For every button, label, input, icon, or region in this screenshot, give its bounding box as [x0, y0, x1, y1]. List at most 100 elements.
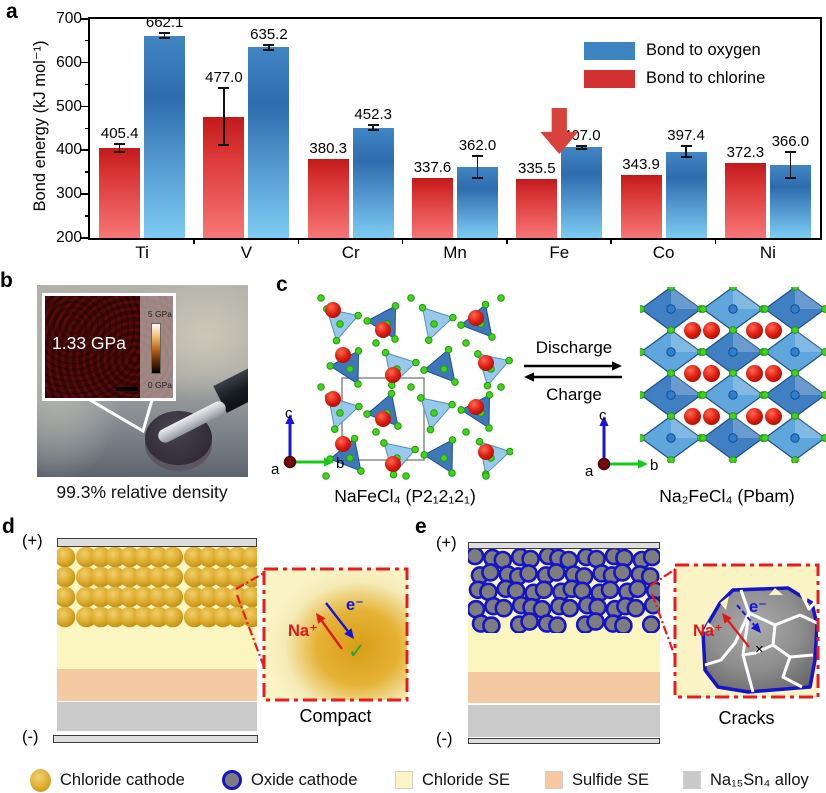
x-tick — [714, 238, 717, 244]
oxide-cathode-particles — [468, 549, 660, 633]
modulus-value: 1.33 GPa — [52, 333, 126, 353]
y-tick — [81, 149, 90, 151]
current-collector-bottom-e — [468, 738, 660, 744]
bar-Bond-to-oxygen — [144, 35, 186, 238]
bar-chart: 200 300 400 500 600 700 Ti 405.4 662.1 V 477.0 635.… — [56, 10, 822, 262]
compact-caption: Compact — [299, 706, 372, 726]
x-tick — [193, 238, 195, 244]
compact-particle-inset: Na⁺ e⁻ ✓ — [264, 569, 407, 700]
positive-electrode-label-d: (+) — [22, 532, 43, 550]
bar-Bond-to-chlorine — [307, 159, 349, 238]
error-cap — [114, 142, 126, 145]
category-label: Cr — [341, 243, 360, 262]
callout-lines-e — [649, 567, 679, 663]
negative-electrode-label-d: (-) — [22, 728, 39, 746]
modulus-map-inset: 1.33 GPa 5 GPa 0 GPa — [42, 293, 176, 401]
legend-item-label: Na₁₅Sn₄ alloy — [710, 770, 809, 789]
charge-label: Charge — [546, 385, 602, 404]
discharge-label: Discharge — [535, 338, 613, 357]
pellet-photo: 1.33 GPa 5 GPa 0 GPa — [37, 285, 248, 477]
alloy-layer-d — [57, 702, 257, 731]
error-cap — [576, 144, 588, 147]
cracked-particle-inset: Na⁺ e⁻ × — [675, 565, 818, 697]
bar-value-label: 397.4 — [667, 127, 705, 145]
bar-value-label: 335.5 — [518, 159, 556, 177]
bar-value-label: 452.3 — [354, 106, 392, 124]
bar-Bond-to-oxygen — [248, 47, 290, 238]
panel-label-e: e — [415, 515, 427, 538]
legend-item-label: Chloride cathode — [60, 770, 185, 789]
bar-value-label: 366.0 — [771, 133, 810, 151]
transport-arrows-d — [316, 602, 354, 650]
error-bar — [476, 155, 479, 179]
sulfide-se-swatch — [545, 771, 563, 789]
axis-label-a: a — [271, 461, 280, 478]
chlorine-swatch — [584, 69, 635, 88]
bar-Bond-to-chlorine — [724, 162, 766, 238]
axis-indicator-left: c b a — [271, 405, 344, 478]
oxide-cathode-swatch — [222, 770, 242, 790]
panel-label-c: c — [276, 273, 288, 296]
negative-electrode-label-e: (-) — [436, 730, 453, 748]
bar-value-label: 372.3 — [726, 143, 765, 161]
error-cap — [472, 154, 483, 157]
legend-item-chloride-se: Chloride SE — [395, 767, 510, 793]
positive-electrode-label-e: (+) — [436, 534, 457, 552]
y-tick-label: 700 — [56, 10, 82, 27]
error-cap — [159, 32, 171, 35]
axis-label-c: c — [285, 405, 293, 422]
cross-mark: × — [755, 641, 764, 658]
error-cap — [680, 155, 692, 158]
legend-label: Bond to oxygen — [646, 41, 761, 59]
error-cap — [218, 87, 230, 90]
y-minor-tick — [85, 83, 90, 86]
bar-value-label: 337.6 — [413, 158, 452, 176]
legend-item-oxide-cathode: Oxide cathode — [222, 767, 357, 793]
error-bar — [789, 152, 792, 179]
current-collector-top-d — [57, 538, 257, 547]
panel-label-a: a — [6, 0, 18, 23]
na2fecl4-structure — [640, 287, 826, 463]
category-label: Ti — [135, 243, 149, 262]
bar-value-label: 343.9 — [622, 155, 660, 173]
legend-label: Bond to chlorine — [646, 69, 766, 87]
sodium-ion-label-e: Na⁺ — [693, 622, 723, 640]
error-bar — [268, 45, 270, 50]
bar-Bond-to-oxygen — [352, 127, 394, 238]
bar-Bond-to-chlorine — [99, 148, 141, 238]
error-bar — [118, 143, 121, 153]
callout-lines-d — [235, 572, 266, 668]
axis-label-b: b — [650, 457, 658, 474]
error-bar — [580, 145, 583, 150]
error-cap — [114, 151, 126, 154]
right-structure-label: Na₂FeCl₄ (Pbam) — [659, 486, 795, 506]
bar-Bond-to-chlorine — [620, 174, 662, 238]
y-tick — [81, 61, 90, 64]
sodium-ion-label-d: Na⁺ — [288, 622, 318, 640]
electron-label-d: e⁻ — [346, 596, 364, 614]
chloride-se-swatch — [395, 771, 413, 789]
y-tick-label: 400 — [56, 141, 82, 159]
error-cap — [680, 145, 692, 148]
bar-value-label: 407.0 — [563, 126, 601, 144]
y-minor-tick — [85, 171, 90, 173]
chloride-cathode-particles — [57, 547, 257, 628]
y-tick — [81, 193, 90, 195]
legend-item-sulfide-se: Sulfide SE — [545, 767, 649, 793]
y-tick — [81, 237, 90, 239]
category-label: Fe — [549, 243, 570, 262]
y-tick-label: 600 — [56, 53, 82, 71]
error-cap — [784, 151, 796, 154]
x-tick — [401, 238, 404, 244]
electron-label-e: e⁻ — [749, 598, 767, 616]
axis-label-a: a — [585, 463, 594, 480]
cracks-caption: Cracks — [718, 708, 775, 728]
oxygen-swatch — [584, 41, 635, 60]
bar-Bond-to-chlorine — [412, 177, 453, 238]
category-label: Mn — [443, 243, 467, 262]
error-cap — [576, 148, 588, 151]
error-cap — [367, 128, 379, 131]
y-tick — [81, 18, 90, 20]
y-minor-tick — [85, 127, 90, 130]
error-cap — [263, 48, 275, 51]
